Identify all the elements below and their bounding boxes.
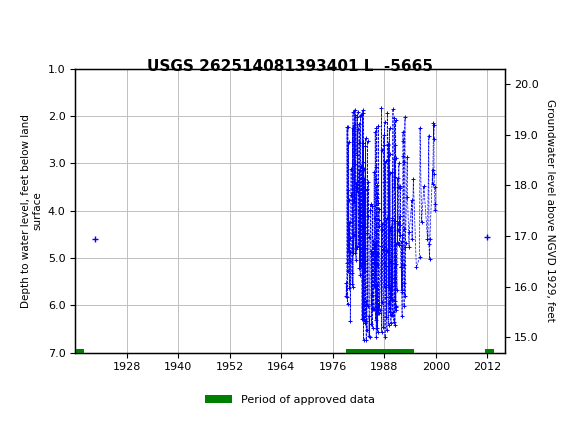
- Text: USGS 262514081393401 L  -5665: USGS 262514081393401 L -5665: [147, 59, 433, 74]
- Text: ≡USGS: ≡USGS: [6, 16, 64, 35]
- Y-axis label: Groundwater level above NGVD 1929, feet: Groundwater level above NGVD 1929, feet: [545, 99, 554, 322]
- Y-axis label: Depth to water level, feet below land
surface: Depth to water level, feet below land su…: [21, 114, 42, 307]
- Legend: Period of approved data: Period of approved data: [200, 390, 380, 409]
